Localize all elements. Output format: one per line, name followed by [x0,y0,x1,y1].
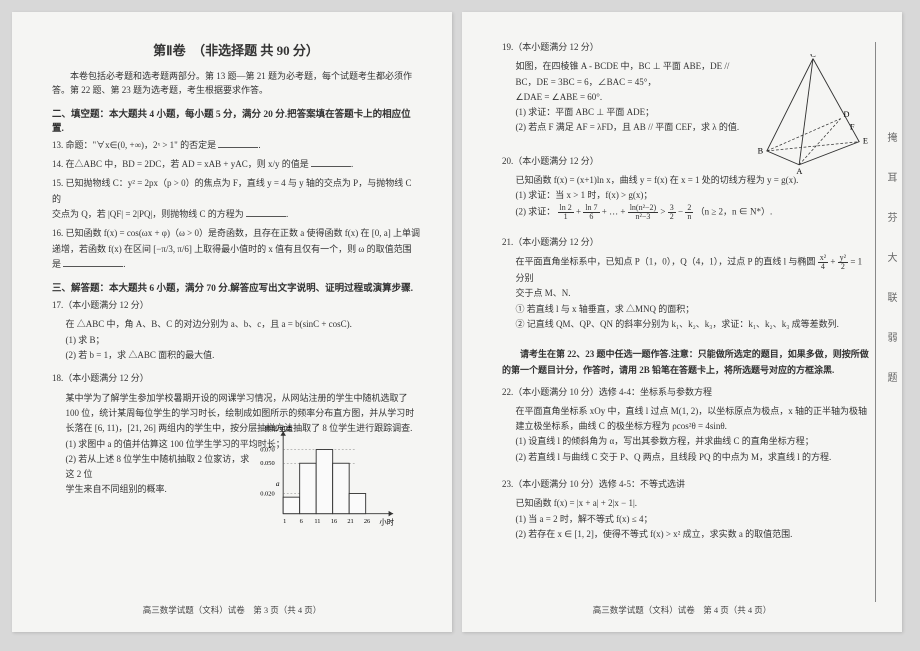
q23a: 已知函数 f(x) = |x + a| + 2|x − 1|. [502,496,870,511]
blank [63,259,123,267]
xlabel: 小时 [379,518,394,527]
page-3: 第Ⅱ卷 （非选择题 共 90 分） 本卷包括必考题和选考题两部分。第 13 题—… [12,12,452,632]
q21b: 交于点 M、N. [502,286,870,301]
q23b: (1) 当 a = 2 时，解不等式 f(x) ≤ 4； [502,512,870,527]
q15: 15. 已知抛物线 C：y² = 2px（p > 0）的焦点为 F，直线 y =… [52,176,420,222]
spine-text: 掩 耳 芬 大 联 弱 题 [883,132,898,392]
q21a: 在平面直角坐标系中，已知点 P（1，0），Q（4，1），过点 P 的直线 l 与… [502,254,870,286]
ytick: 0.070 [260,446,274,453]
q20b: (1) 求证：当 x > 1 时，f(x) > g(x)； [502,188,870,203]
q16: 16. 已知函数 f(x) = cos(ωx + φ)（ω > 0）是奇函数，且… [52,226,420,272]
q17c: (2) 若 b = 1，求 △ABC 面积的最大值. [52,348,420,363]
q14: 14. 在△ABC 中，BD = 2DC，若 AD = xAB + yAC，则 … [52,157,420,172]
q20c-prefix: (2) 求证： [516,206,556,216]
lbl-B: B [758,147,764,156]
pyramid-figure: C B A E D F [748,54,878,174]
ytick: 0.050 [260,460,274,467]
fill-heading: 二、填空题：本大题共 4 小题，每小题 5 分，满分 20 分.把答案填在答题卡… [52,106,420,134]
q22b: 建立极坐标系，曲线 C 的极坐标方程为 ρcos²θ = 4sinθ. [502,419,870,434]
ytick: 0.020 [260,490,274,497]
q17a: 在 △ABC 中，角 A、B、C 的对边分别为 a、b、c，且 a = b(si… [52,317,420,332]
q21h: 21.（本小题满分 12 分） [502,235,870,250]
q18h: 18.（本小题满分 12 分） [52,371,420,386]
choose-note: 请考生在第 22、23 题中任选一题作答.注意：只能做所选定的题目，如果多做，则… [502,346,870,378]
section-title: 第Ⅱ卷 （非选择题 共 90 分） [52,40,420,59]
page-footer-left: 高三数学试题（文科）试卷 第 3 页（共 4 页） [12,604,452,616]
frac-icon: y²2 [838,254,848,271]
q18f: 学生来自不同组别的概率. [52,482,252,497]
q22c: (1) 设直线 l 的倾斜角为 α，写出其参数方程，并求曲线 C 的直角坐标方程… [502,434,870,449]
xtick: 21 [347,518,353,525]
q15b: 交点为 Q，若 |QF| = 2|PQ|，则抛物线 C 的方程为 [52,209,244,219]
ylabel: 频率/组距 [265,424,293,433]
q16c: 是 [52,259,61,269]
histogram-chart: 0.070 0.050 0.020 a 1 6 11 16 21 26 小时 频… [254,422,404,532]
frac-icon: 32 [668,204,676,221]
q21a-text: 在平面直角坐标系中，已知点 P（1，0），Q（4，1），过点 P 的直线 l 与… [516,257,816,267]
q19a: 如图，在四棱锥 A - BCDE 中，BC ⊥ 平面 ABE，DE // BC，… [502,59,752,90]
q21d: ② 记直线 QM、QP、QN 的斜率分别为 k₁、k₂、k₃，求证：k₁、k₂、… [502,317,870,332]
q20a: 已知函数 f(x) = (x+1)ln x，曲线 y = f(x) 在 x = … [502,173,870,188]
xtick: 11 [314,518,320,525]
frac-icon: ln 76 [583,204,599,221]
q17b: (1) 求 B； [52,333,420,348]
q16b: 递增，若函数 f(x) 在区间 [−π/3, π/6] 上取得最小值时的 x 值… [52,244,412,254]
q23c: (2) 若存在 x ∈ [1, 2]，使得不等式 f(x) > x² 成立，求实… [502,527,870,542]
blank [311,159,351,167]
xtick: 16 [331,518,338,525]
q23h: 23.（本小题满分 10 分）选修 4-5：不等式选讲 [502,477,870,492]
lbl-F: F [850,123,855,132]
frac-icon: ln 21 [558,204,574,221]
lbl-C: C [810,54,816,59]
xtick: 26 [364,518,371,525]
blank [246,209,286,217]
q18e: (2) 若从上述 8 位学生中随机抽取 2 位家访，求这 2 位 [52,452,252,483]
q20c: (2) 求证： ln 21 + ln 76 + … + ln(n²−2)n²−3… [502,204,870,221]
a-label: a [276,479,280,488]
q22h: 22.（本小题满分 10 分）选修 4-4：坐标系与参数方程 [502,385,870,400]
q18a: 某中学为了解学生参加学校暑期开设的网课学习情况，从网站注册的学生中随机选取了 [52,391,420,406]
q16a: 16. 已知函数 f(x) = cos(ωx + φ)（ω > 0）是奇函数，且… [52,228,420,238]
q17h: 17.（本小题满分 12 分） [52,298,420,313]
intro-text: 本卷包括必考题和选考题两部分。第 13 题—第 21 题为必考题，每个试题考生都… [52,69,420,98]
q13-text: 13. 命题："∀x∈(0, +∞)，2ˣ > 1" 的否定是 [52,140,216,150]
q22a: 在平面直角坐标系 xOy 中，直线 l 过点 M(1, 2)，以坐标原点为极点，… [502,404,870,419]
q19h: 19.（本小题满分 12 分） [502,40,870,55]
frac-icon: 2n [685,204,693,221]
answer-heading: 三、解答题：本大题共 6 小题，满分 70 分.解答应写出文字说明、证明过程或演… [52,280,420,294]
q20c-suffix: （n ≥ 2，n ∈ N*）. [696,206,773,216]
q14-text: 14. 在△ABC 中，BD = 2DC，若 AD = xAB + yAC，则 … [52,159,309,169]
xtick: 1 [283,518,286,525]
q18b: 100 位，统计某周每位学生的学习时长，绘制成如图所示的频率分布直方图，并从学习… [52,406,420,421]
frac-icon: ln(n²−2)n²−3 [628,204,658,221]
q15a: 15. 已知抛物线 C：y² = 2px（p > 0）的焦点为 F，直线 y =… [52,178,411,203]
lbl-D: D [843,110,849,119]
page-footer-right: 高三数学试题（文科）试卷 第 4 页（共 4 页） [462,604,902,616]
page-4: 掩 耳 芬 大 联 弱 题 19.（本小题满分 12 分） 如图，在四棱锥 A … [462,12,902,632]
xtick: 6 [300,518,304,525]
q21c: ① 若直线 l 与 x 轴垂直，求 △MNQ 的面积； [502,302,870,317]
lbl-A: A [796,167,802,174]
lbl-E: E [863,137,868,146]
q22d: (2) 若直线 l 与曲线 C 交于 P、Q 两点，且线段 PQ 的中点为 M，… [502,450,870,465]
blank [218,140,258,148]
frac-icon: x²4 [818,254,828,271]
q13: 13. 命题："∀x∈(0, +∞)，2ˣ > 1" 的否定是 . [52,138,420,153]
